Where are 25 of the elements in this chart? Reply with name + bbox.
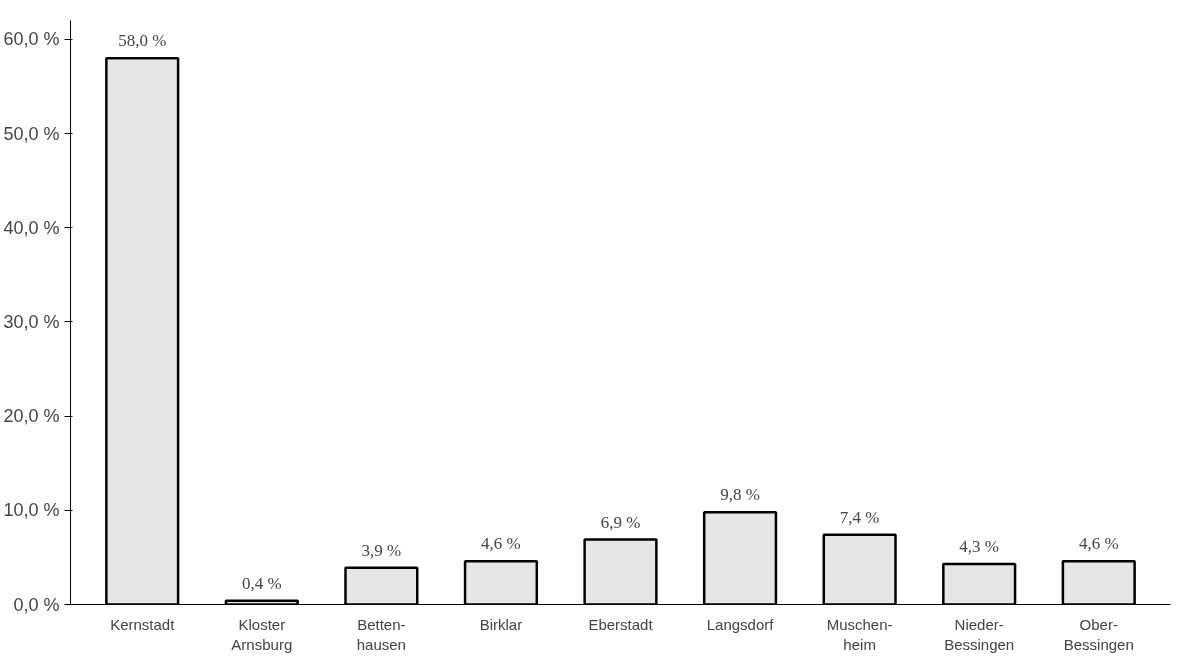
data-label: 0,4 % (241, 573, 282, 593)
x-tick-label: Nieder- Bessingen (944, 615, 1015, 653)
x-tick-label: Kloster Arnsburg (231, 615, 293, 653)
x-tick-label: Langsdorf (706, 615, 775, 633)
y-tick-label: 0,0 % (13, 594, 60, 615)
y-tick-label: 40,0 % (3, 217, 60, 238)
y-tick-label: 50,0 % (3, 123, 60, 144)
x-tick-label: Muschen- heim (826, 615, 893, 653)
x-tick-label: Betten- hausen (356, 615, 406, 653)
data-label: 4,6 % (481, 534, 521, 554)
data-label: 58,0 % (118, 31, 167, 51)
data-label: 9,8 % (720, 485, 760, 505)
data-label: 7,4 % (839, 507, 880, 527)
data-label: 3,9 % (361, 540, 402, 560)
y-tick-label: 60,0 % (3, 29, 60, 50)
y-tick-label: 30,0 % (3, 311, 60, 332)
x-tick-label: Kernstadt (110, 615, 176, 633)
x-tick-label: Eberstadt (588, 615, 654, 633)
x-tick-label: Birklar (479, 615, 523, 633)
y-tick-label: 10,0 % (3, 500, 60, 521)
data-label: 4,3 % (959, 537, 1000, 556)
x-tick-label: Ober- Bessingen (1063, 615, 1134, 653)
y-tick-label: 20,0 % (3, 406, 60, 427)
data-label: 6,9 % (600, 512, 641, 532)
data-label: 4,6 % (1078, 534, 1119, 554)
